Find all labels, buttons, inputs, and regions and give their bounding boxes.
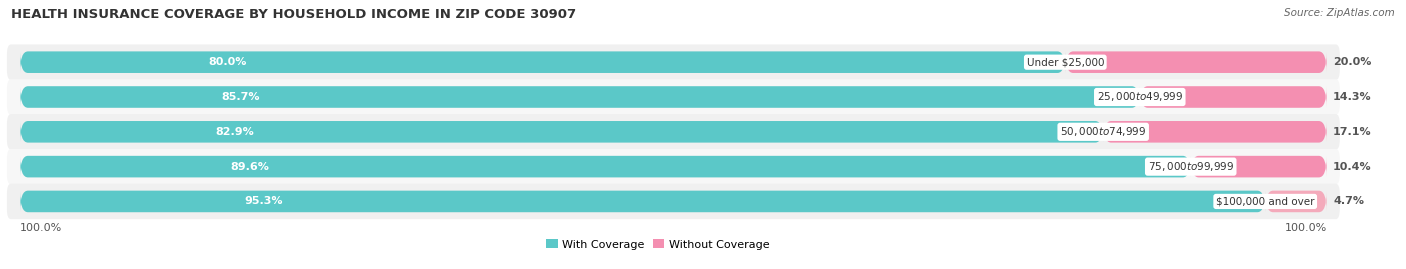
Text: 100.0%: 100.0% xyxy=(1284,223,1327,233)
Text: $50,000 to $74,999: $50,000 to $74,999 xyxy=(1060,125,1146,138)
Text: 85.7%: 85.7% xyxy=(222,92,260,102)
Text: 10.4%: 10.4% xyxy=(1333,162,1372,172)
FancyBboxPatch shape xyxy=(20,121,1104,143)
Text: $75,000 to $99,999: $75,000 to $99,999 xyxy=(1147,160,1234,173)
Text: $25,000 to $49,999: $25,000 to $49,999 xyxy=(1097,90,1182,104)
FancyBboxPatch shape xyxy=(20,191,1265,212)
Text: 100.0%: 100.0% xyxy=(20,223,62,233)
FancyBboxPatch shape xyxy=(7,114,1340,150)
Text: 17.1%: 17.1% xyxy=(1333,127,1372,137)
FancyBboxPatch shape xyxy=(7,44,1340,80)
FancyBboxPatch shape xyxy=(20,51,1066,73)
Text: HEALTH INSURANCE COVERAGE BY HOUSEHOLD INCOME IN ZIP CODE 30907: HEALTH INSURANCE COVERAGE BY HOUSEHOLD I… xyxy=(11,8,576,21)
FancyBboxPatch shape xyxy=(1140,86,1327,108)
Text: 4.7%: 4.7% xyxy=(1333,196,1364,206)
FancyBboxPatch shape xyxy=(7,149,1340,184)
Text: 95.3%: 95.3% xyxy=(245,196,283,206)
FancyBboxPatch shape xyxy=(1191,156,1327,178)
FancyBboxPatch shape xyxy=(1066,51,1327,73)
FancyBboxPatch shape xyxy=(1104,121,1327,143)
FancyBboxPatch shape xyxy=(20,86,1140,108)
Text: 82.9%: 82.9% xyxy=(215,127,254,137)
Text: 14.3%: 14.3% xyxy=(1333,92,1372,102)
FancyBboxPatch shape xyxy=(7,79,1340,115)
Text: 20.0%: 20.0% xyxy=(1333,57,1371,67)
FancyBboxPatch shape xyxy=(1265,191,1327,212)
Text: $100,000 and over: $100,000 and over xyxy=(1216,196,1315,206)
Text: Source: ZipAtlas.com: Source: ZipAtlas.com xyxy=(1284,8,1395,18)
FancyBboxPatch shape xyxy=(7,184,1340,219)
FancyBboxPatch shape xyxy=(20,156,1191,178)
Text: 89.6%: 89.6% xyxy=(231,162,270,172)
Legend: With Coverage, Without Coverage: With Coverage, Without Coverage xyxy=(541,235,773,254)
Text: 80.0%: 80.0% xyxy=(208,57,246,67)
Text: Under $25,000: Under $25,000 xyxy=(1026,57,1104,67)
